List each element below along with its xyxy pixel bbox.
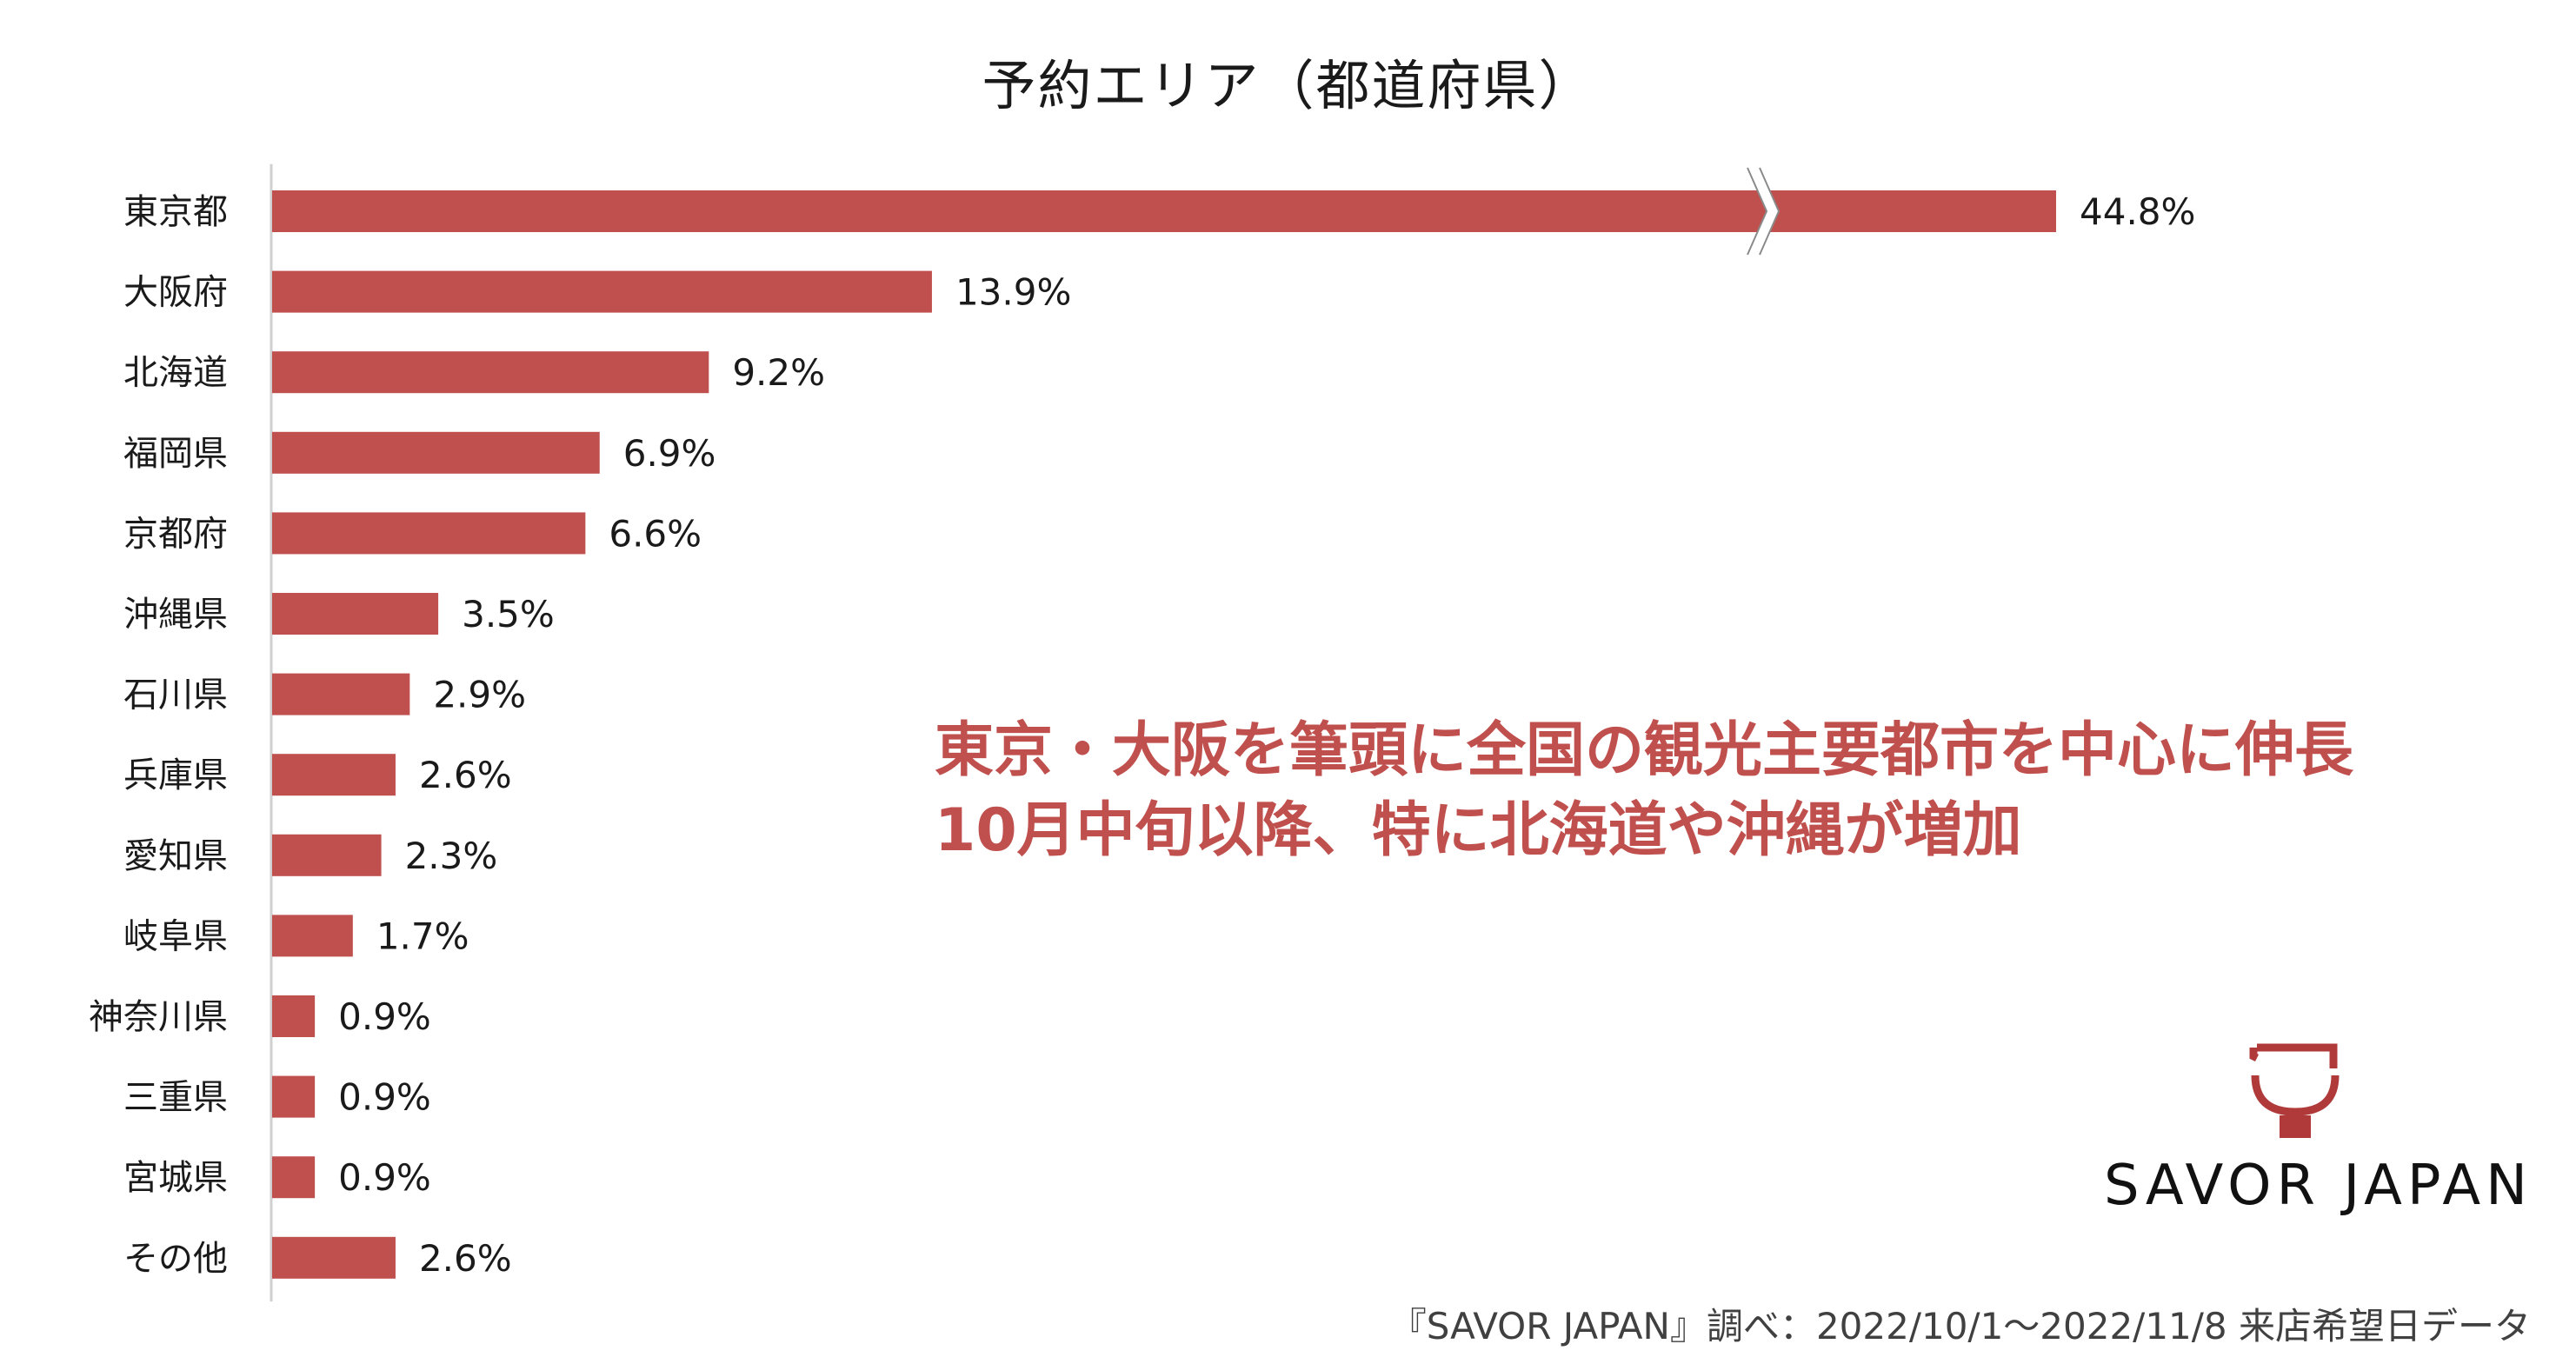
category-label: 兵庫県 bbox=[123, 755, 228, 795]
value-label: 0.9% bbox=[338, 995, 431, 1038]
value-label: 13.9% bbox=[955, 271, 1071, 314]
bar bbox=[272, 512, 586, 555]
category-label: 沖縄県 bbox=[123, 595, 228, 635]
value-label: 6.6% bbox=[609, 512, 702, 555]
bar bbox=[272, 1156, 316, 1199]
bar bbox=[272, 351, 709, 394]
logo-text: SAVOR JAPAN bbox=[2104, 1154, 2533, 1218]
savor-japan-logo: SAVOR JAPAN bbox=[2104, 1039, 2533, 1230]
bar bbox=[272, 431, 600, 474]
annotation: 東京・大阪を筆頭に全国の観光主要都市を中心に伸長 10月中旬以降、特に北海道や沖… bbox=[935, 711, 2353, 871]
bar bbox=[272, 915, 353, 957]
bar bbox=[272, 754, 396, 796]
bar bbox=[272, 270, 932, 313]
value-label: 2.6% bbox=[419, 754, 512, 796]
value-label: 3.5% bbox=[462, 593, 555, 635]
value-label: 2.6% bbox=[419, 1237, 512, 1280]
category-label: 京都府 bbox=[123, 514, 228, 554]
chart-title: 予約エリア（都道府県） bbox=[982, 54, 1594, 117]
category-label: 岐阜県 bbox=[123, 916, 228, 956]
value-label: 0.9% bbox=[338, 1156, 431, 1199]
source-note: 『SAVOR JAPAN』調べ：2022/10/1～2022/11/8 来店希望… bbox=[1389, 1305, 2531, 1347]
category-label: 大阪府 bbox=[123, 273, 228, 313]
axis-break-mark bbox=[1747, 167, 1781, 256]
category-label: 三重県 bbox=[123, 1078, 228, 1118]
annotation-line-1: 東京・大阪を筆頭に全国の観光主要都市を中心に伸長 bbox=[935, 716, 2354, 785]
category-label: 愛知県 bbox=[123, 836, 228, 876]
category-label: その他 bbox=[123, 1239, 228, 1279]
bar bbox=[272, 834, 382, 876]
value-label: 6.9% bbox=[623, 432, 716, 475]
category-label: 東京都 bbox=[123, 192, 228, 232]
bar bbox=[272, 995, 316, 1037]
savor-japan-logo-icon bbox=[2249, 1043, 2340, 1138]
annotation-line-2: 10月中旬以降、特に北海道や沖縄が増加 bbox=[935, 796, 2022, 865]
bar bbox=[272, 1075, 316, 1118]
value-label: 1.7% bbox=[376, 915, 469, 957]
value-label: 2.3% bbox=[405, 835, 498, 877]
category-label: 北海道 bbox=[123, 353, 228, 393]
category-label: 神奈川県 bbox=[89, 997, 228, 1037]
category-label: 宮城県 bbox=[123, 1158, 228, 1198]
value-label: 0.9% bbox=[338, 1076, 431, 1119]
bar bbox=[272, 593, 439, 635]
bar bbox=[272, 673, 410, 715]
value-label: 9.2% bbox=[732, 351, 825, 394]
value-label: 2.9% bbox=[433, 674, 526, 716]
value-label: 44.8% bbox=[2080, 190, 2195, 233]
category-label: 石川県 bbox=[123, 675, 228, 715]
bar bbox=[272, 1236, 396, 1279]
category-label: 福岡県 bbox=[123, 434, 228, 474]
bar bbox=[272, 190, 2056, 232]
